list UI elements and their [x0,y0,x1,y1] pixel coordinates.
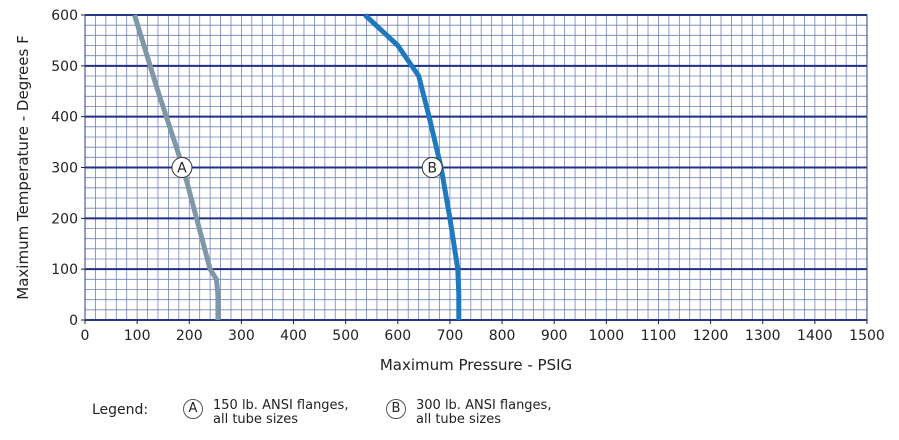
x-tick-label: 1500 [849,328,885,344]
x-tick-label: 1300 [745,328,781,344]
series-marker-b [421,157,443,178]
series-line-a [132,14,221,320]
legend-marker-b: B [386,399,406,419]
x-tick-label: 200 [176,328,203,344]
series-marker-a [171,157,193,178]
x-tick-label: 900 [541,328,568,344]
x-tick-label: 1000 [589,328,625,344]
x-tick-label: 1200 [693,328,729,344]
legend-text-b: 300 lb. ANSI flanges, all tube sizes [416,398,552,427]
y-tick-label: 500 [51,59,78,75]
series-marker-label-b: B [427,161,437,177]
x-tick-label: 0 [81,328,90,344]
legend-text-a: 150 lb. ANSI flanges, all tube sizes [213,398,349,427]
y-axis-label: Maximum Temperature - Degrees F [14,35,32,299]
legend: Legend: A 150 lb. ANSI flanges, all tube… [0,395,899,440]
x-tick-label: 600 [384,328,411,344]
x-axis-label: Maximum Pressure - PSIG [380,356,572,374]
y-tick-label: 200 [51,211,78,227]
y-tick-label: 400 [51,110,78,126]
y-tick-label: 100 [51,262,78,278]
x-tick-label: 1100 [641,328,677,344]
legend-marker-a: A [183,399,203,419]
x-tick-label: 800 [489,328,516,344]
x-tick-label: 400 [280,328,307,344]
x-tick-label: 700 [437,328,464,344]
x-tick-label: 100 [124,328,151,344]
y-tick-label: 300 [51,161,78,177]
x-tick-label: 1400 [797,328,833,344]
y-ticks: 0 100 200 300 400 500 600 [51,8,85,329]
legend-item-b: B 300 lb. ANSI flanges, all tube sizes [386,399,551,427]
x-tick-label: 300 [228,328,255,344]
x-tick-label: 500 [332,328,359,344]
legend-title: Legend: [92,402,149,418]
y-tick-label: 600 [51,8,78,24]
series-marker-label-a: A [177,161,187,177]
x-ticks: 0 100 200 300 400 500 600 700 800 900 1000 1100 1200… [81,320,885,344]
legend-item-a: A 150 lb. ANSI flanges, all tube sizes [183,399,348,427]
y-tick-label: 0 [69,313,78,329]
